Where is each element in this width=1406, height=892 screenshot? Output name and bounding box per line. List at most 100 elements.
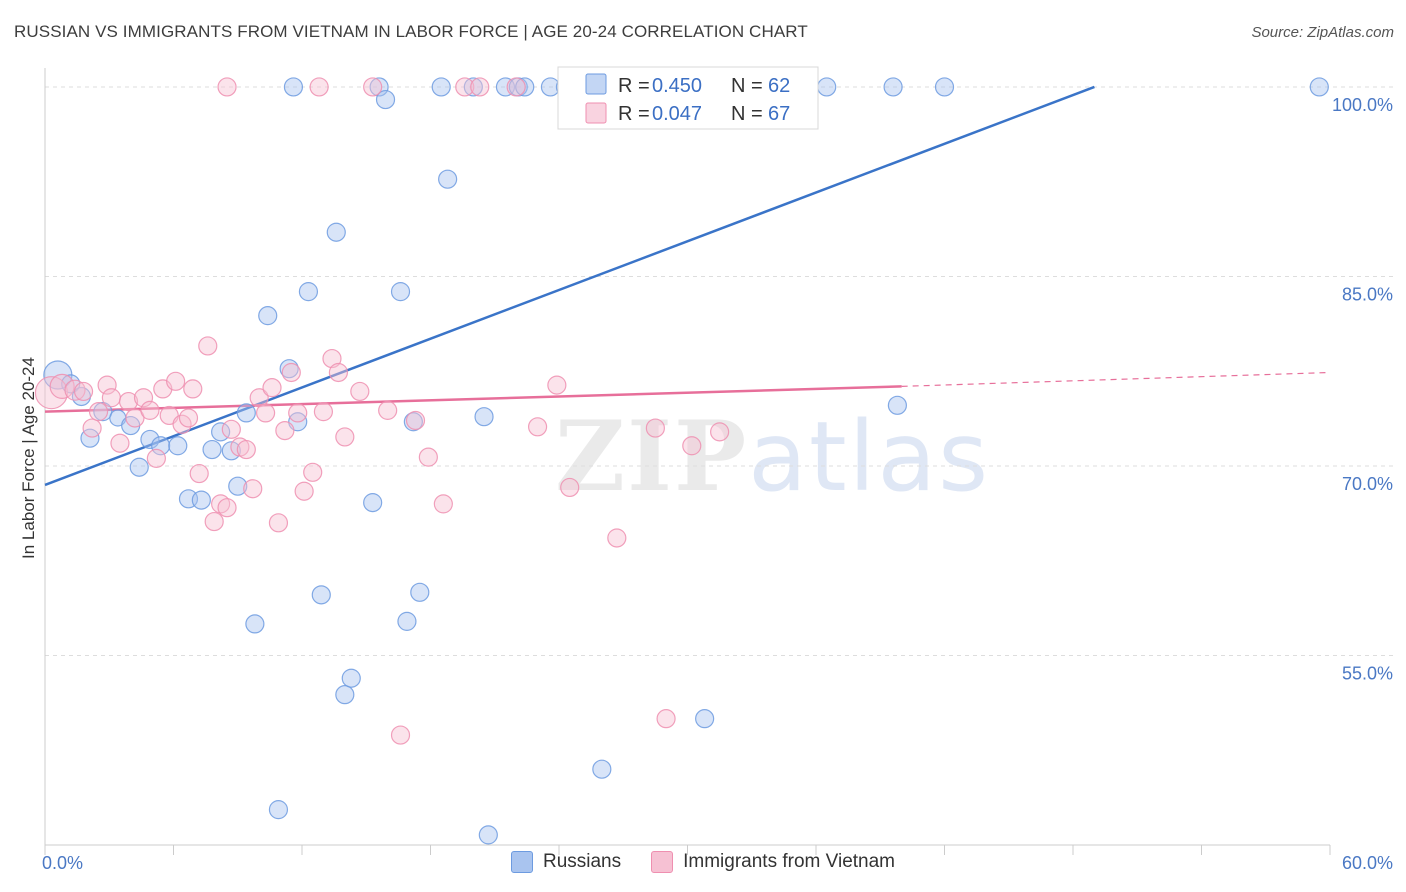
vietnam-point-62 — [710, 422, 730, 442]
vietnam-point-1 — [49, 373, 75, 399]
russian-point-18 — [245, 614, 265, 634]
russian-point-29 — [363, 493, 383, 513]
vietnam-point-9 — [118, 391, 139, 412]
legend-n-value-russians: 62 — [768, 75, 790, 97]
trend-lines — [44, 85, 1331, 487]
vietnam-point-22 — [204, 511, 224, 532]
vietnam-point-33 — [275, 421, 295, 441]
vietnam-point-53 — [547, 375, 567, 395]
russian-point-10 — [168, 436, 188, 456]
russian-point-26 — [326, 222, 346, 242]
vietnam-point-43 — [363, 77, 383, 97]
legend-r-label-russians: R = — [618, 75, 650, 97]
russian-point-4 — [93, 402, 113, 422]
russian-point-37 — [438, 169, 458, 189]
russian-point-57 — [1309, 77, 1329, 97]
y-tick-label-1: 70.0% — [1342, 474, 1393, 494]
russian-point-47 — [592, 759, 612, 779]
vietnam-point-21 — [198, 336, 218, 356]
vietnam-point-11 — [133, 388, 154, 408]
vietnam-point-28 — [243, 479, 263, 499]
russian-point-39 — [474, 407, 494, 427]
russian-point-24 — [298, 282, 319, 302]
russian-point-20 — [268, 800, 289, 820]
russian-point-28 — [341, 668, 361, 688]
russian-point-8 — [140, 429, 160, 450]
vietnam-point-61 — [682, 436, 702, 456]
russian-point-54 — [883, 77, 903, 97]
vietnam-point-20 — [189, 463, 209, 484]
vietnam-point-66 — [309, 77, 329, 97]
vietnam-point-3 — [73, 381, 94, 402]
data-points — [34, 77, 1329, 845]
vietnam-point-44 — [378, 400, 398, 420]
russian-point-25 — [311, 585, 331, 605]
russian-point-22 — [283, 77, 304, 97]
legend-label-russians: Russians — [542, 851, 622, 872]
x-tick-label-max: 60.0% — [1342, 853, 1393, 873]
legend-n-label-russians: N = — [731, 75, 763, 97]
axes — [44, 68, 1331, 855]
vietnam-point-36 — [294, 481, 314, 501]
vietnam-point-47 — [418, 447, 438, 467]
vietnam-point-54 — [560, 477, 580, 498]
russian-point-27 — [335, 685, 355, 705]
vietnam-point-51 — [506, 77, 526, 97]
russian-point-7 — [129, 457, 149, 477]
legend-item-russians: Russians — [510, 851, 622, 873]
vietnam-point-40 — [328, 362, 349, 383]
vietnam-point-38 — [313, 402, 334, 422]
legend-r-value-russians: 0.450 — [652, 75, 702, 97]
vietnam-point-50 — [470, 77, 490, 97]
vietnam-point-45 — [390, 725, 411, 745]
vietnam-point-30 — [255, 403, 276, 423]
vietnam-point-37 — [303, 462, 323, 482]
vietnam-point-6 — [97, 375, 117, 395]
vietnam-point-7 — [101, 388, 121, 408]
legend-n-label-vietnam: N = — [731, 103, 763, 125]
russian-point-19 — [258, 306, 278, 326]
vietnam-point-42 — [350, 381, 370, 402]
russian-point-56 — [934, 77, 955, 97]
y-tick-label-2: 85.0% — [1342, 284, 1393, 304]
russian-point-49 — [695, 709, 715, 729]
x-tick-label-min: 0.0% — [42, 853, 83, 873]
grid-lines — [45, 86, 1395, 656]
russian-point-12 — [191, 490, 211, 510]
vietnam-point-5 — [88, 402, 109, 422]
legend-swatch-russians-bottom — [510, 851, 533, 873]
vietnam-point-41 — [335, 427, 355, 447]
vietnam-trend-line — [44, 385, 902, 413]
russian-point-9 — [151, 436, 171, 456]
russians-trend-line — [44, 85, 1095, 487]
vietnam-point-59 — [645, 418, 665, 438]
series-legend: Russians Immigrants from Vietnam — [0, 851, 1406, 873]
vietnam-point-57 — [607, 528, 627, 548]
x-tick-labels: 0.0% 60.0% — [42, 853, 1393, 873]
vietnam-point-32 — [268, 513, 289, 533]
vietnam-point-25 — [221, 419, 241, 439]
vietnam-point-35 — [288, 403, 308, 423]
legend-n-value-vietnam: 67 — [768, 103, 790, 125]
legend-r-value-vietnam: 0.047 — [652, 103, 702, 125]
vietnam-point-24 — [217, 498, 237, 518]
chart-title: RUSSIAN VS IMMIGRANTS FROM VIETNAM IN LA… — [14, 22, 808, 41]
vietnam-point-31 — [262, 378, 282, 398]
vietnam-point-8 — [110, 433, 130, 453]
vietnam-point-49 — [455, 77, 475, 97]
vietnam-point-12 — [140, 400, 160, 420]
legend-item-vietnam: Immigrants from Vietnam — [651, 851, 895, 873]
russian-point-17 — [236, 403, 256, 423]
vietnam-point-27 — [236, 439, 256, 460]
vietnam-point-48 — [433, 494, 453, 514]
vietnam-point-46 — [405, 410, 426, 431]
russian-point-53 — [817, 77, 837, 97]
y-tick-label-3: 100.0% — [1332, 95, 1393, 115]
russian-point-16 — [228, 476, 248, 496]
y-tick-label-0: 55.0% — [1342, 663, 1393, 683]
russian-point-33 — [397, 611, 417, 631]
russian-point-32 — [390, 282, 411, 302]
russian-point-36 — [431, 77, 451, 97]
chart-source: Source: ZipAtlas.com — [1251, 24, 1394, 41]
